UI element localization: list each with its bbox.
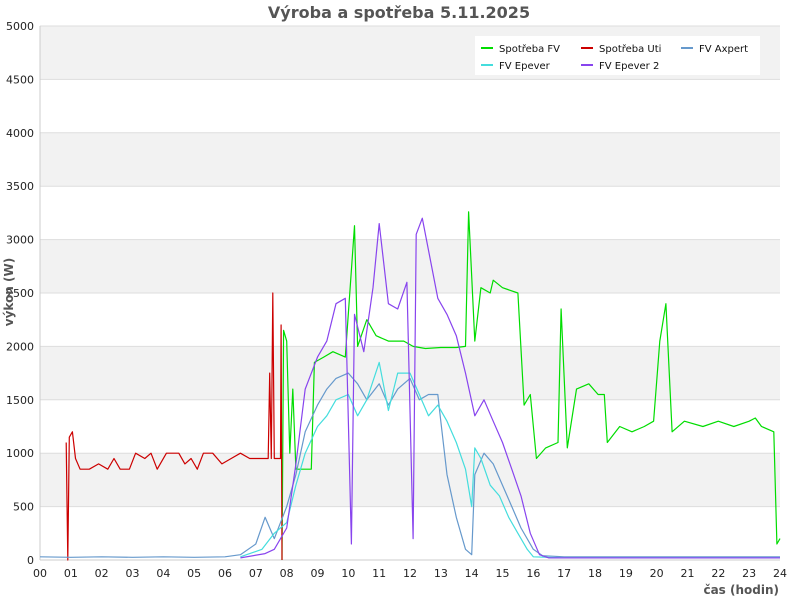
series-line [240, 361, 780, 559]
legend-label: FV Epever [499, 61, 551, 72]
y-axis-label: výkon (W) [2, 258, 16, 326]
y-tick-label: 2500 [6, 287, 34, 300]
y-tick-label: 500 [13, 501, 34, 514]
x-tick-label: 10 [341, 567, 355, 580]
grid-band [40, 79, 780, 133]
legend-label: Spotřeba Uti [599, 43, 661, 55]
y-tick-label: 1500 [6, 394, 34, 407]
grid-band [40, 132, 780, 187]
legend: Spotřeba FV Spotřeba Uti FV Axpert FV Epeve… [475, 36, 760, 75]
y-tick-label: 1000 [6, 447, 34, 460]
y-tick-label: 3500 [6, 180, 34, 193]
legend-label: Spotřeba FV [499, 43, 560, 55]
grid-band [40, 293, 780, 347]
grid-bands [40, 26, 780, 560]
y-tick-labels: 0 500 1000 1500 2000 2500 3000 3500 4000 4500 5000 [6, 20, 34, 567]
legend-label: FV Axpert [699, 44, 748, 55]
y-tick-label: 4000 [6, 127, 34, 140]
x-tick-label: 14 [465, 567, 479, 580]
series-layer [39, 211, 781, 561]
x-tick-label: 11 [372, 567, 386, 580]
y-tick-label: 5000 [6, 20, 34, 33]
x-tick-label: 03 [126, 567, 140, 580]
chart-title: Výroba a spotřeba 5.11.2025 [268, 3, 530, 22]
x-tick-label: 01 [64, 567, 78, 580]
y-tick-label: 0 [27, 554, 34, 567]
x-tick-label: 22 [711, 567, 725, 580]
x-tick-label: 00 [33, 567, 47, 580]
x-tick-label: 06 [218, 567, 232, 580]
series-line [39, 372, 780, 558]
x-tick-label: 12 [403, 567, 417, 580]
x-tick-label: 08 [280, 567, 294, 580]
series-line [281, 211, 781, 561]
x-tick-labels: 00 01 02 03 04 05 06 07 08 09 10 11 12 13 14 15 16 17 18 19… [33, 567, 787, 580]
x-tick-label: 21 [681, 567, 695, 580]
x-tick-label: 17 [557, 567, 571, 580]
series-line [65, 292, 283, 561]
x-tick-label: 09 [311, 567, 325, 580]
x-tick-label: 15 [496, 567, 510, 580]
x-tick-label: 05 [187, 567, 201, 580]
grid-band [40, 453, 780, 507]
grid-band [40, 186, 780, 240]
legend-label: FV Epever 2 [599, 61, 659, 72]
x-tick-label: 19 [619, 567, 633, 580]
x-tick-label: 13 [434, 567, 448, 580]
x-tick-label: 24 [773, 567, 787, 580]
x-tick-label: 07 [249, 567, 263, 580]
x-tick-label: 02 [95, 567, 109, 580]
grid-band [40, 506, 780, 560]
grid-band [40, 239, 780, 293]
series-line [240, 217, 780, 559]
x-tick-label: 04 [156, 567, 170, 580]
x-tick-label: 16 [526, 567, 540, 580]
x-tick-label: 20 [650, 567, 664, 580]
y-tick-label: 3000 [6, 234, 34, 247]
x-tick-label: 18 [588, 567, 602, 580]
y-tick-label: 4500 [6, 73, 34, 86]
x-tick-label: 23 [742, 567, 756, 580]
legend-box [475, 36, 760, 75]
y-tick-label: 2000 [6, 340, 34, 353]
x-axis-label: čas (hodin) [703, 583, 779, 597]
